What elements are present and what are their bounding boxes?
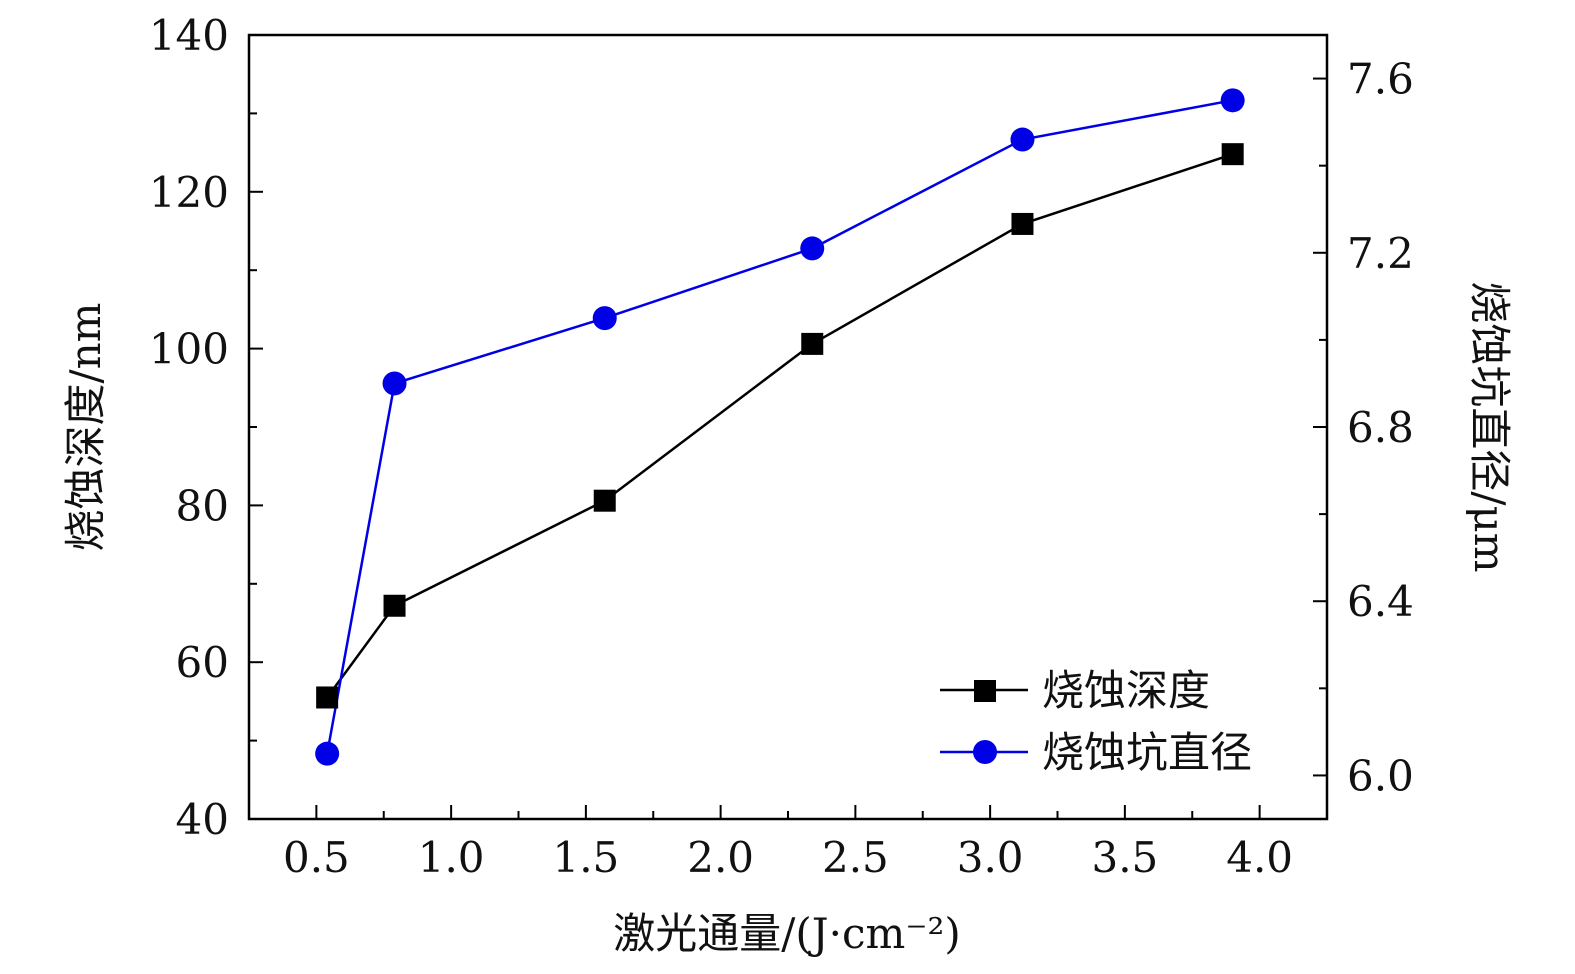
legend-diameter-marker <box>973 740 997 764</box>
x-tick-label: 2.5 <box>822 833 889 882</box>
y-right-tick-label: 6.0 <box>1347 751 1414 800</box>
legend-depth-label: 烧蚀深度 <box>1042 666 1210 715</box>
series-lines <box>325 99 1234 754</box>
y-left-tick-label: 60 <box>176 638 229 687</box>
x-tick-label: 0.5 <box>283 833 350 882</box>
data-point-depth <box>383 594 406 617</box>
y-left-axis-title: 烧蚀深度/nm <box>61 302 110 551</box>
series-markers <box>315 88 1245 766</box>
x-tick-label: 2.0 <box>687 833 754 882</box>
x-tick-label: 3.5 <box>1091 833 1158 882</box>
series-line-diameter <box>325 99 1233 754</box>
y-right-tick-label: 6.4 <box>1347 577 1414 626</box>
y-left-tick-label: 100 <box>149 325 229 374</box>
legend-diameter-label: 烧蚀坑直径 <box>1042 728 1252 777</box>
y-right-axis-title: 烧蚀坑直径/μm <box>1465 281 1514 572</box>
y-right-tick-label: 7.2 <box>1347 229 1414 278</box>
y-left-tick-label: 80 <box>176 481 229 530</box>
x-axis-title: 激光通量/(J·cm⁻²) <box>613 909 960 958</box>
y-right-tick-label: 6.8 <box>1347 403 1414 452</box>
x-tick-label: 3.0 <box>957 833 1024 882</box>
legend: 烧蚀深度 烧蚀坑直径 <box>940 666 1252 777</box>
data-point-diameter <box>1010 127 1035 152</box>
data-point-depth <box>1011 212 1034 235</box>
axis-ticks <box>248 34 1328 820</box>
y-left-tick-label: 140 <box>149 11 229 60</box>
legend-depth-marker <box>974 680 996 702</box>
data-point-depth <box>1221 143 1244 166</box>
series-line-depth <box>326 152 1234 699</box>
x-tick-label: 4.0 <box>1226 833 1293 882</box>
data-point-diameter <box>1220 88 1245 113</box>
data-point-diameter <box>382 371 407 396</box>
y-left-tick-label: 40 <box>176 795 229 844</box>
data-point-diameter <box>315 741 340 766</box>
data-point-depth <box>801 332 824 355</box>
data-point-diameter <box>592 306 617 331</box>
data-point-diameter <box>800 236 825 261</box>
x-tick-label: 1.5 <box>552 833 619 882</box>
data-point-depth <box>593 489 616 512</box>
tick-labels: 0.5 1.0 1.5 2.0 2.5 3.0 3.5 4.0 40 60 80 100 120 140 6… <box>149 11 1414 882</box>
x-tick-label: 1.0 <box>418 833 485 882</box>
y-left-tick-label: 120 <box>149 168 229 217</box>
y-right-tick-label: 7.6 <box>1347 55 1414 104</box>
data-point-depth <box>316 686 339 709</box>
